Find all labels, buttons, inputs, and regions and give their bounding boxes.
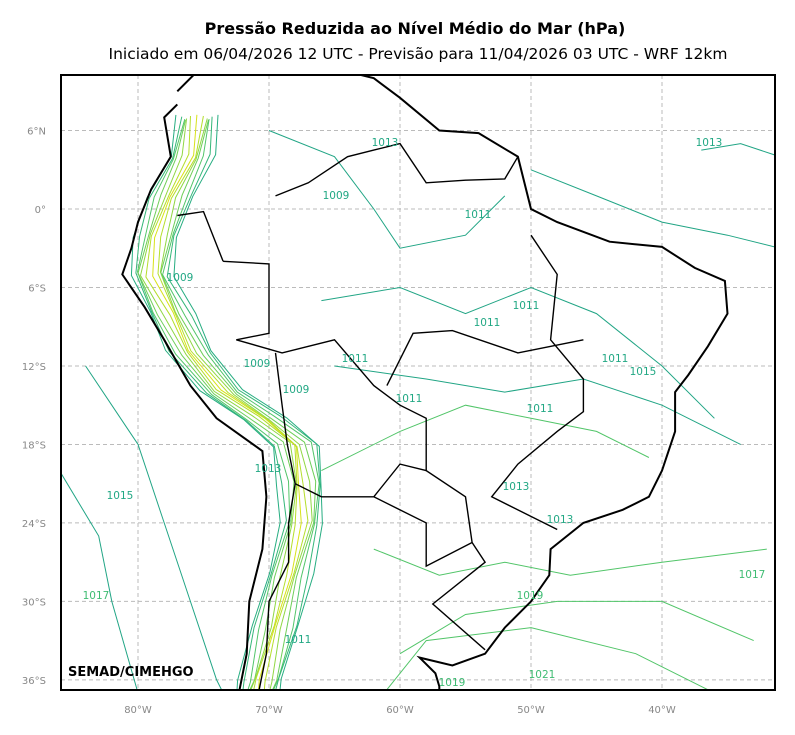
credit: SEMAD/CIMEHGO — [68, 665, 194, 680]
contour-label: 1011 — [396, 393, 423, 405]
isobar — [173, 114, 323, 690]
contour-label: 1019 — [439, 677, 466, 689]
isobars — [61, 114, 775, 690]
contour-label: 1011 — [513, 300, 540, 312]
lat-label: 6°S — [28, 283, 46, 294]
contour-label: 1011 — [602, 353, 629, 365]
isobar — [385, 627, 710, 690]
graticule — [61, 75, 775, 690]
lat-label: 0° — [35, 205, 46, 216]
border-line — [274, 352, 427, 498]
isobar — [268, 130, 506, 249]
lon-label: 60°W — [386, 705, 414, 716]
borders — [121, 75, 729, 690]
isobar — [136, 118, 291, 690]
isobar — [373, 548, 767, 576]
title: Pressão Reduzida ao Nível Médio do Mar (… — [205, 19, 626, 38]
border-line — [373, 496, 473, 568]
lat-label: 18°S — [22, 440, 46, 451]
border-line — [490, 234, 585, 531]
contour-label: 1009 — [323, 190, 350, 202]
lon-label: 70°W — [255, 705, 283, 716]
contour-label: 1009 — [167, 272, 194, 284]
lat-label: 6°N — [27, 127, 46, 138]
contour-label: 1013 — [372, 137, 399, 149]
isobar — [166, 116, 321, 690]
isobar — [139, 118, 298, 690]
lon-label: 40°W — [648, 705, 676, 716]
contour-label: 1013 — [696, 137, 723, 149]
lat-label: 12°S — [22, 362, 46, 373]
lat-label: 36°S — [22, 676, 46, 687]
isobar — [162, 119, 320, 690]
contour-label: 1011 — [342, 353, 369, 365]
isobar — [321, 286, 715, 419]
contour-label: 1019 — [517, 590, 544, 602]
isobar — [701, 143, 775, 156]
isobar — [399, 600, 754, 655]
border-line — [386, 329, 584, 386]
lat-label: 30°S — [22, 597, 46, 608]
contour-label: 1017 — [739, 569, 766, 581]
isobar — [157, 115, 309, 690]
contour-label: 1021 — [529, 669, 556, 681]
coastline — [121, 75, 729, 690]
border-line — [275, 142, 519, 197]
contour-label: 1011 — [527, 403, 554, 415]
contour-label: 1013 — [503, 481, 530, 493]
lon-label: 80°W — [124, 705, 152, 716]
isobar — [159, 118, 313, 690]
lon-label: 50°W — [517, 705, 545, 716]
border-line — [258, 483, 296, 690]
border-line — [177, 210, 224, 262]
contour-label: 1011 — [285, 634, 312, 646]
contour-label: 1017 — [83, 590, 110, 602]
contour-label: 1009 — [244, 358, 271, 370]
isobar — [85, 365, 223, 690]
lat-label: 24°S — [22, 519, 46, 530]
contour-label: 1009 — [283, 384, 310, 396]
border-line — [223, 260, 487, 651]
isobar — [160, 119, 317, 690]
contour-label: 1011 — [465, 209, 492, 221]
isobar — [530, 169, 775, 248]
subtitle: Iniciado em 06/04/2026 12 UTC - Previsão… — [109, 45, 728, 63]
contour-label: 1013 — [255, 463, 282, 475]
contour-label: 1015 — [630, 366, 657, 378]
contour-label: 1011 — [474, 317, 501, 329]
contour-label: 1015 — [107, 490, 134, 502]
isobar — [145, 115, 298, 690]
isobar — [137, 119, 295, 690]
isobar — [135, 116, 287, 690]
isobar — [61, 472, 138, 690]
isobar — [152, 114, 302, 690]
isobar — [321, 404, 650, 472]
contour-labels: 1013 1013 1009 1011 1009 1011 1011 1011 1009 1009… — [83, 137, 766, 689]
map-frame — [60, 74, 776, 691]
contour-label: 1013 — [547, 514, 574, 526]
